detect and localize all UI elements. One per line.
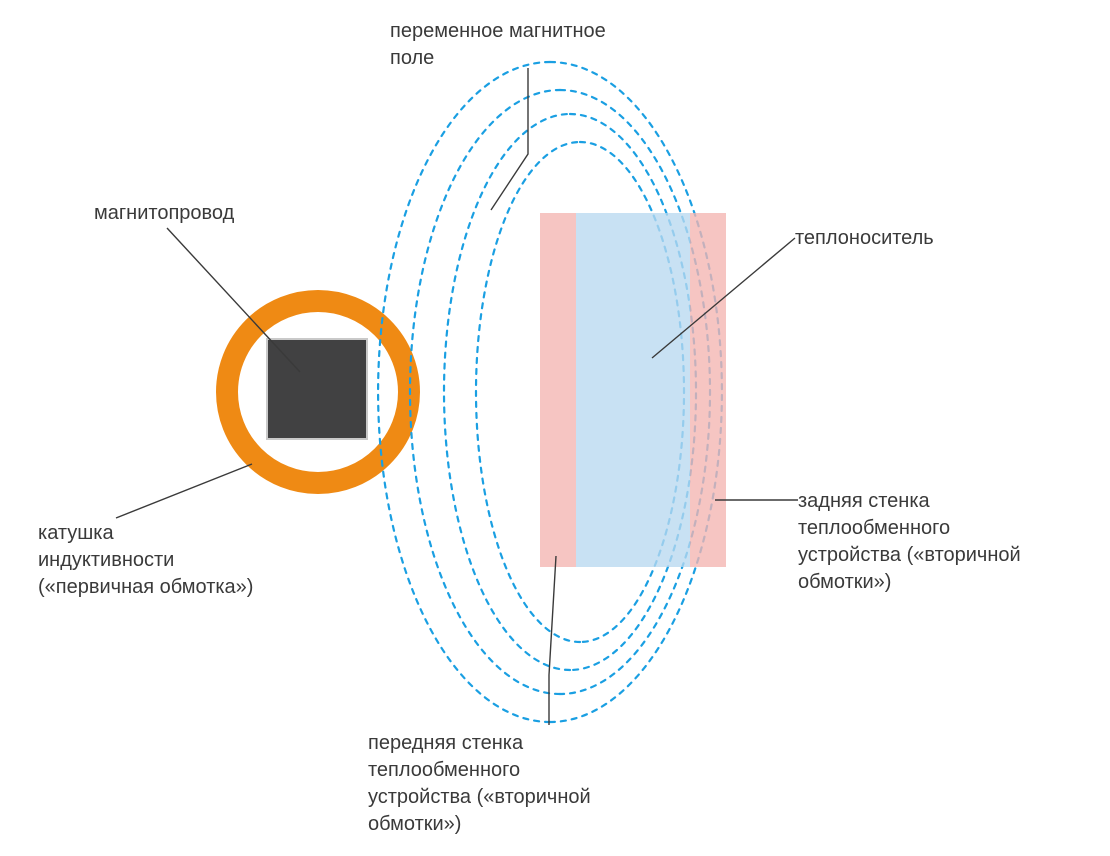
field-ellipse-1 [410, 90, 560, 694]
label-field: переменное магнитное поле [390, 18, 606, 72]
leader-coil [116, 464, 252, 518]
label-front: передняя стенка теплообменного устройств… [368, 730, 591, 838]
label-coil: катушка индуктивности («первичная обмотк… [38, 520, 253, 601]
heatex-front-wall [540, 213, 576, 567]
heatex-group [540, 213, 726, 567]
diagram-canvas [0, 0, 1110, 856]
label-back: задняя стенка теплообменного устройства … [798, 488, 1021, 596]
magnet-core [267, 339, 367, 439]
label-core: магнитопровод [94, 200, 234, 227]
label-coolant: теплоноситель [795, 225, 934, 252]
heatex-back-wall [690, 213, 726, 567]
leader-field [491, 68, 528, 210]
heatex-coolant [576, 213, 690, 567]
leader-front [549, 556, 556, 725]
